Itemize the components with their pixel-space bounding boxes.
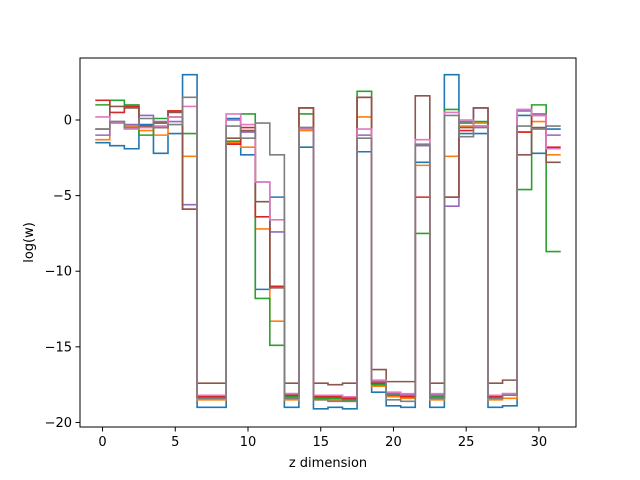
x-tick-label: 5 [171,435,179,450]
series-line-7 [95,105,561,398]
x-tick-label: 30 [531,435,548,450]
series-line-8 [95,96,561,403]
x-ticks: 0 5 10 15 20 25 30 [98,427,547,450]
x-tick-label: 10 [240,435,257,450]
series-line-1 [95,73,561,410]
y-tick-label: −20 [45,416,72,431]
y-ticks: −20 −15 −10 −5 0 [45,114,80,431]
y-tick-label: 0 [64,114,72,129]
series-line-6 [95,95,561,386]
x-tick-label: 0 [98,435,106,450]
x-tick-label: 20 [385,435,402,450]
series-layer [95,73,561,410]
plot-area [80,58,576,427]
y-tick-label: −10 [45,265,72,280]
y-axis-label: log(w) [22,222,37,263]
x-axis-label: z dimension [289,456,367,471]
y-tick-label: −5 [53,189,72,204]
axes-frame [79,57,577,428]
x-tick-label: 15 [312,435,329,450]
y-tick-label: −15 [45,340,72,355]
x-tick-label: 25 [458,435,475,450]
